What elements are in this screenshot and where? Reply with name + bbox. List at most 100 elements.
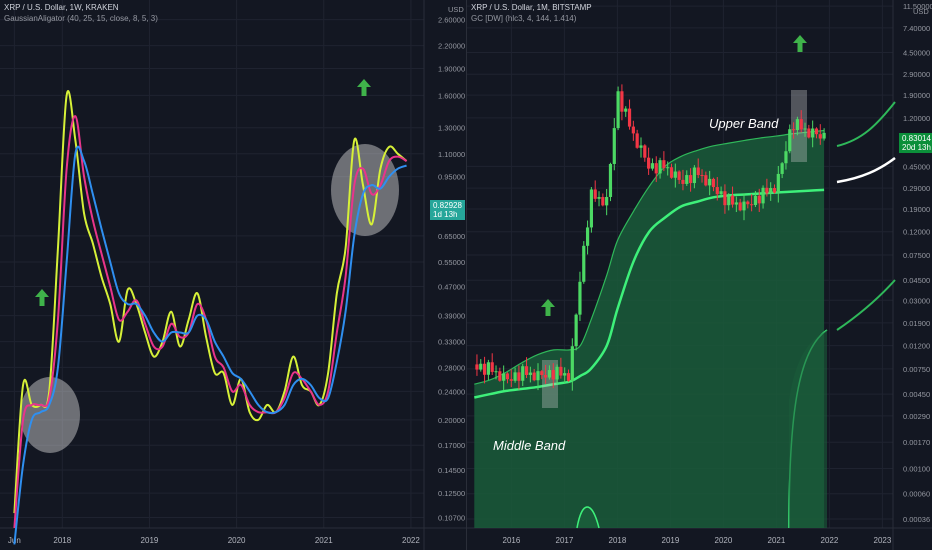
right-chart-title: XRP / U.S. Dollar, 1M, BITSTAMP xyxy=(471,3,592,12)
right-time-value: 20d 13h xyxy=(902,143,931,152)
candle-body xyxy=(551,370,555,380)
candle-body xyxy=(582,245,586,282)
candle-body xyxy=(566,373,571,381)
left-chart-canvas[interactable]: 2.60000 2.20000 1.90000 1.60000 1.30000 1.100… xyxy=(0,0,466,550)
candle-body xyxy=(544,375,548,378)
candle-body xyxy=(635,133,639,148)
right-y-tick: 0.00450 xyxy=(903,390,930,399)
candle-body xyxy=(715,187,719,195)
candle-body xyxy=(486,362,490,375)
candle-body xyxy=(803,128,807,130)
candle-body xyxy=(769,188,773,194)
left-up-arrow-2 xyxy=(357,79,371,96)
left-y-tick: 0.24000 xyxy=(438,387,465,396)
candle-body xyxy=(708,178,712,186)
left-x-tick: 2021 xyxy=(315,536,333,545)
left-x-tick: 2019 xyxy=(141,536,159,545)
left-y-tick: 0.28000 xyxy=(438,363,465,372)
candle-body xyxy=(570,346,574,381)
candle-body xyxy=(616,91,620,129)
candle-body xyxy=(620,91,624,112)
candle-body xyxy=(811,128,815,138)
right-y-tick: 11.50000 xyxy=(903,2,932,11)
left-y-tick: 0.17000 xyxy=(438,441,465,450)
candle-body xyxy=(517,372,521,381)
right-y-tick: 7.40000 xyxy=(903,24,930,33)
candle-body xyxy=(692,167,696,184)
candle-body xyxy=(662,160,666,169)
candle-body xyxy=(753,195,758,206)
right-chart-canvas[interactable]: 11.50000 7.40000 4.50000 2.90000 1.90000 1.20… xyxy=(467,0,932,550)
right-y-tick: 0.29000 xyxy=(903,184,930,193)
right-y-tick: 0.04500 xyxy=(903,276,930,285)
left-y-tick: 2.60000 xyxy=(438,16,465,25)
right-y-tick: 4.50000 xyxy=(903,49,930,58)
right-x-tick: 2021 xyxy=(768,536,786,545)
upper-band-line xyxy=(474,129,825,385)
candle-body xyxy=(666,167,670,169)
candle-body xyxy=(647,157,651,169)
candle-body xyxy=(677,171,681,180)
left-fast-line-yellow xyxy=(13,90,408,514)
left-slow-line-blue xyxy=(13,145,407,545)
right-x-tick: 2017 xyxy=(556,536,574,545)
candle-body xyxy=(719,191,723,195)
candle-body xyxy=(563,373,567,376)
candle-body xyxy=(780,163,784,174)
candle-body xyxy=(799,119,803,130)
candle-body xyxy=(509,379,513,381)
right-y-tick: 1.90000 xyxy=(903,91,930,100)
candle-body xyxy=(772,188,777,193)
right-x-tick: 2018 xyxy=(609,536,627,545)
right-y-tick: 0.00100 xyxy=(903,464,930,473)
candle-body xyxy=(532,372,536,381)
right-y-tick: 0.19000 xyxy=(903,205,930,214)
candle-body xyxy=(612,128,616,164)
candle-body xyxy=(654,163,658,174)
candle-body xyxy=(559,366,563,376)
left-y-tick: 1.60000 xyxy=(438,91,465,100)
candle-body xyxy=(608,163,613,197)
candle-body xyxy=(688,175,693,184)
right-y-tick: 0.00170 xyxy=(903,438,930,447)
middle-band-projection xyxy=(836,156,896,184)
candle-body xyxy=(746,201,750,205)
band-fill-area xyxy=(474,130,825,529)
candle-body xyxy=(685,175,689,184)
right-y-unit: USD xyxy=(913,7,929,16)
left-chart-title: XRP / U.S. Dollar, 1W, KRAKEN xyxy=(4,3,119,12)
candle-body xyxy=(681,179,685,184)
right-chart-panel[interactable]: 11.50000 7.40000 4.50000 2.90000 1.90000 1.20… xyxy=(466,0,932,550)
candle-body xyxy=(727,195,731,206)
candle-body xyxy=(585,227,590,246)
candle-body xyxy=(673,171,677,178)
candle-body xyxy=(555,366,559,380)
candle-body xyxy=(593,189,597,199)
candle-body xyxy=(814,128,819,135)
left-y-tick: 0.55000 xyxy=(438,258,465,267)
right-y-tick: 2.90000 xyxy=(903,70,930,79)
left-y-tick: 0.33000 xyxy=(438,338,465,347)
candle-body xyxy=(528,372,532,375)
left-chart-panel[interactable]: 2.60000 2.20000 1.90000 1.60000 1.30000 1.100… xyxy=(0,0,466,550)
right-indicator-label: GC [DW] (hlc3, 4, 144, 1.414) xyxy=(471,14,577,23)
right-y-tick: 0.00060 xyxy=(903,490,930,499)
left-price-value: 0.82928 xyxy=(433,201,462,210)
candle-body xyxy=(521,366,525,381)
lower-band-projection xyxy=(836,279,896,331)
right-x-tick: 2020 xyxy=(715,536,733,545)
candle-body xyxy=(639,145,643,148)
candle-body xyxy=(696,167,700,176)
left-y-tick: 0.95000 xyxy=(438,173,465,182)
right-x-tick: 2016 xyxy=(503,536,521,545)
upper-band-label: Upper Band xyxy=(709,116,779,131)
candle-body xyxy=(502,373,506,381)
right-y-tick: 0.00036 xyxy=(903,515,930,524)
right-x-tick: 2019 xyxy=(662,536,680,545)
right-price-tag: 0.83014 20d 13h xyxy=(899,133,932,153)
candle-body xyxy=(536,371,540,381)
candle-body xyxy=(601,197,605,206)
candle-body xyxy=(475,364,479,370)
candle-body xyxy=(738,202,742,211)
candle-body xyxy=(784,151,788,164)
